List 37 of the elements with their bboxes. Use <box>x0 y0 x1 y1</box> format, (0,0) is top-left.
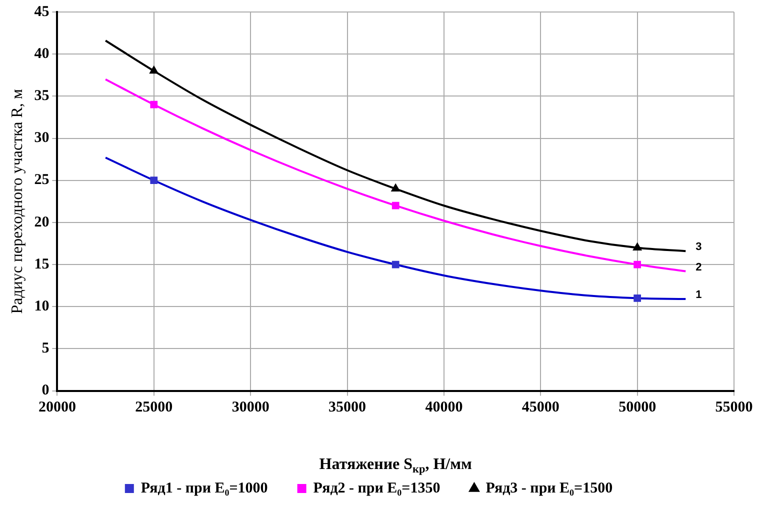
y-tick-label: 30 <box>34 130 50 146</box>
y-tick-label: 15 <box>34 256 50 272</box>
y-tick-label: 20 <box>34 214 50 230</box>
annotation: 2 <box>696 261 702 274</box>
y-axis-title: Радиус переходного участка R, м <box>8 88 26 314</box>
point <box>632 242 642 250</box>
line-series <box>104 156 687 300</box>
legend-label: Ряд2 - при E₀=1350 <box>313 480 440 496</box>
point <box>634 294 641 302</box>
line-series <box>104 40 687 252</box>
y-tick-label: 45 <box>34 4 50 20</box>
point <box>150 100 158 108</box>
point <box>150 176 158 184</box>
y-tick-label: 0 <box>42 382 50 399</box>
point <box>392 260 400 268</box>
annotation: 1 <box>696 289 702 302</box>
x-tick-label: 40000 <box>425 400 463 416</box>
y-tick-label: 40 <box>34 46 50 62</box>
legend-label: Ряд1 - при E₀=1000 <box>140 480 268 496</box>
x-tick-label: 25000 <box>135 400 173 416</box>
x-tick-label: 30000 <box>232 400 270 416</box>
x-tick-label: 20000 <box>38 400 76 416</box>
x-tick-label: 35000 <box>328 400 366 416</box>
y-tick-label: 10 <box>34 298 50 314</box>
x-tick-label: 55000 <box>715 400 753 416</box>
point <box>149 66 158 74</box>
legend-label: Ряд3 - при E₀=1500 <box>486 480 613 496</box>
y-tick-label: 5 <box>42 340 50 357</box>
x-tick-label: 50000 <box>618 400 656 416</box>
point <box>392 202 400 210</box>
point <box>634 260 641 268</box>
x-tick-label: 45000 <box>522 400 560 416</box>
y-tick-label: 25 <box>34 172 50 188</box>
point <box>391 184 400 192</box>
annotation: 3 <box>696 241 702 254</box>
y-tick-label: 35 <box>34 88 50 104</box>
line-series <box>104 78 687 272</box>
